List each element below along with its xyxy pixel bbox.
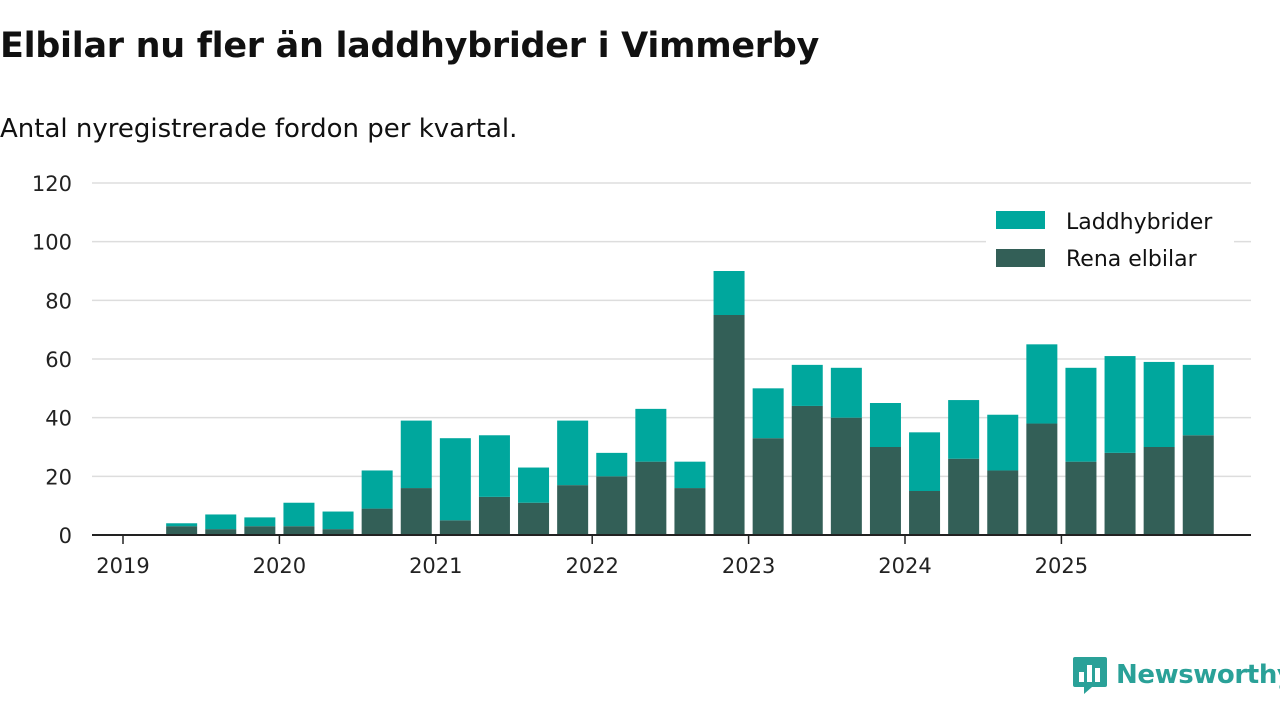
bar-rena-elbilar bbox=[1026, 423, 1058, 535]
bar-laddhybrider bbox=[361, 470, 393, 509]
bar-laddhybrider bbox=[752, 388, 784, 439]
y-tick-label: 0 bbox=[59, 524, 72, 548]
bar-laddhybrider bbox=[478, 435, 510, 497]
bar-rena-elbilar bbox=[244, 526, 276, 535]
bar-rena-elbilar bbox=[830, 417, 862, 535]
bar-rena-elbilar bbox=[322, 529, 354, 535]
bar-laddhybrider bbox=[1026, 344, 1058, 424]
bar-laddhybrider bbox=[244, 517, 276, 527]
x-tick-label: 2024 bbox=[878, 554, 931, 578]
legend-label-rena-elbilar: Rena elbilar bbox=[1066, 247, 1198, 272]
bar-laddhybrider bbox=[869, 403, 901, 447]
bar-laddhybrider bbox=[400, 420, 432, 489]
y-tick-label: 120 bbox=[32, 172, 72, 196]
bar-rena-elbilar bbox=[1143, 447, 1175, 535]
x-axis-ticks: 2019 2020 2021 2022 2023 2024 2025 bbox=[96, 535, 1088, 578]
legend-label-laddhybrider: Laddhybrider bbox=[1066, 210, 1213, 235]
bar-laddhybrider bbox=[322, 511, 354, 530]
bar-laddhybrider bbox=[635, 408, 667, 462]
bar-rena-elbilar bbox=[400, 488, 432, 535]
legend: Laddhybrider Rena elbilar bbox=[986, 200, 1234, 284]
x-tick-label: 2025 bbox=[1035, 554, 1088, 578]
bar-laddhybrider bbox=[518, 467, 550, 503]
bar-rena-elbilar bbox=[596, 476, 628, 535]
bar-laddhybrider bbox=[166, 523, 198, 527]
bar-laddhybrider bbox=[1182, 364, 1214, 436]
x-tick-label: 2022 bbox=[565, 554, 618, 578]
x-tick-label: 2020 bbox=[253, 554, 306, 578]
bar-rena-elbilar bbox=[713, 315, 745, 535]
bar-rena-elbilar bbox=[791, 405, 823, 535]
bar-rena-elbilar bbox=[948, 458, 980, 535]
bar-rena-elbilar bbox=[752, 438, 784, 535]
bar-rena-elbilar bbox=[635, 461, 667, 535]
bar-rena-elbilar bbox=[1182, 435, 1214, 535]
bar-laddhybrider bbox=[830, 367, 862, 418]
bar-laddhybrider bbox=[557, 420, 589, 486]
bar-rena-elbilar bbox=[166, 526, 198, 535]
bar-laddhybrider bbox=[596, 452, 628, 477]
bar-laddhybrider bbox=[791, 364, 823, 406]
chart-title: Elbilar nu fler än laddhybrider i Vimmer… bbox=[0, 26, 820, 66]
bar-laddhybrider bbox=[948, 400, 980, 459]
y-axis-ticks: 0 20 40 60 80 100 120 bbox=[32, 172, 72, 548]
y-tick-label: 100 bbox=[32, 231, 72, 255]
bar-laddhybrider bbox=[987, 414, 1019, 471]
bars bbox=[166, 271, 1214, 535]
newsworthy-logo-icon bbox=[1073, 657, 1107, 694]
legend-swatch-rena-elbilar bbox=[996, 249, 1045, 267]
chart-subtitle: Antal nyregistrerade fordon per kvartal. bbox=[0, 114, 518, 144]
bar-rena-elbilar bbox=[518, 502, 550, 535]
x-tick-label: 2019 bbox=[96, 554, 149, 578]
y-tick-label: 80 bbox=[45, 289, 72, 313]
bar-laddhybrider bbox=[1104, 356, 1136, 453]
bar-laddhybrider bbox=[283, 502, 315, 527]
y-tick-label: 60 bbox=[45, 348, 72, 372]
x-tick-label: 2023 bbox=[722, 554, 775, 578]
bar-laddhybrider bbox=[713, 271, 745, 315]
bar-rena-elbilar bbox=[557, 485, 589, 535]
bar-rena-elbilar bbox=[909, 491, 941, 535]
bar-laddhybrider bbox=[1143, 361, 1175, 447]
bar-laddhybrider bbox=[1065, 367, 1097, 462]
brand-name: Newsworthy bbox=[1116, 660, 1280, 690]
brand-logo: Newsworthy bbox=[1072, 655, 1280, 695]
grid-lines bbox=[92, 182, 1251, 478]
bar-laddhybrider bbox=[439, 438, 471, 521]
bar-rena-elbilar bbox=[361, 508, 393, 535]
bar-laddhybrider bbox=[205, 514, 237, 530]
bar-laddhybrider bbox=[674, 461, 706, 489]
bar-rena-elbilar bbox=[439, 520, 471, 535]
bar-laddhybrider bbox=[909, 432, 941, 491]
y-tick-label: 20 bbox=[45, 465, 72, 489]
y-tick-label: 40 bbox=[45, 407, 72, 431]
bar-rena-elbilar bbox=[987, 470, 1019, 535]
bar-rena-elbilar bbox=[205, 529, 237, 535]
bar-rena-elbilar bbox=[674, 488, 706, 535]
bar-rena-elbilar bbox=[869, 447, 901, 535]
x-tick-label: 2021 bbox=[409, 554, 462, 578]
legend-swatch-laddhybrider bbox=[996, 211, 1045, 229]
bar-rena-elbilar bbox=[1065, 461, 1097, 535]
bar-rena-elbilar bbox=[1104, 452, 1136, 535]
bar-rena-elbilar bbox=[478, 496, 510, 535]
bar-rena-elbilar bbox=[283, 526, 315, 535]
